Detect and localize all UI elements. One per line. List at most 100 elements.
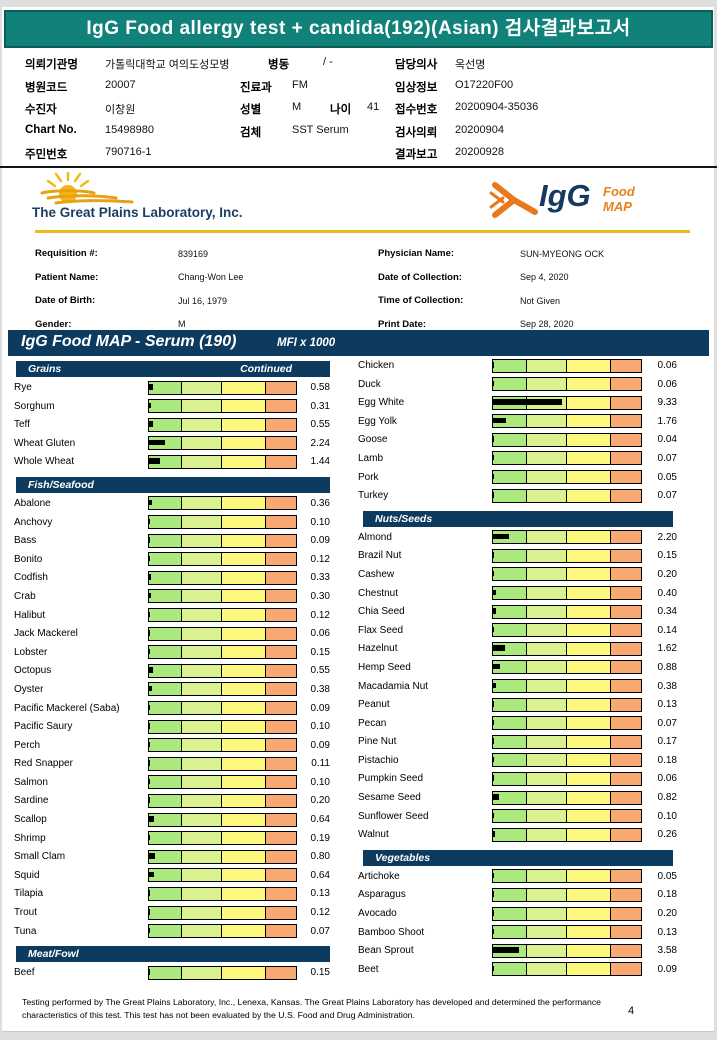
reference-zone [525,359,566,372]
value-bar [493,831,495,837]
reference-zone [149,887,182,900]
reference-zone [525,828,566,841]
reference-zone [525,642,566,655]
reference-zone [221,381,266,394]
reference-zone [181,702,222,714]
reference-zone [565,698,611,711]
value-bar [493,533,510,540]
reference-zone [610,963,641,976]
reference-zone [493,433,526,446]
reference-zone [493,772,526,785]
food-row: Brazil Nut 0.15 [358,547,677,566]
reference-zone [565,587,611,600]
reference-bar [492,641,642,656]
reference-zone [265,627,296,640]
reference-zone [181,832,222,845]
reference-zone [565,378,611,391]
reference-zone [493,754,526,767]
food-value: 0.09 [310,739,330,751]
reference-zone [149,590,182,603]
value-bar [493,626,495,633]
food-row: Cashew 0.20 [358,566,677,585]
chart-column-right: Chicken 0.06 Duck 0.06 Egg White 9.33 Egg Yolk… [358,357,677,979]
reference-zone [525,754,566,767]
reference-bar [148,589,297,604]
value-bar [493,417,507,424]
reference-zone [265,869,296,882]
reference-zone [493,907,526,920]
logo-igg-text: IgG [539,178,591,213]
reference-zone [525,698,566,711]
reference-zone [565,531,611,544]
section-continued-label: Continued [240,363,292,375]
food-name: Hemp Seed [358,661,411,673]
field-label: Print Date: [378,318,427,330]
chart-column-left: Grains Continued Rye 0.58 Sorghum 0.31 Teff 0.5… [12,361,330,983]
reference-zone [149,381,182,394]
food-name: Chicken [358,360,395,371]
reference-zone [610,828,641,841]
value-bar [149,760,150,766]
reference-zone [181,534,222,547]
patient-info-row: 의뢰기관명 가톨릭대학교 여의도성모병 병동 / - 담당의사 옥선명 [0,54,717,77]
food-row: Halibut 0.12 [12,607,330,626]
field-value: SST Serum [292,123,349,136]
field-label: Patient Name: [35,271,99,283]
reference-zone [149,813,182,826]
value-bar [493,552,495,558]
patient-info-row: 수진자 이창원 성별 M 나이 41 접수번호 20200904-35036 [0,99,717,122]
reference-zone [610,568,641,581]
section-title: Vegetables [375,851,431,864]
section-header: Nuts/Seeds [363,510,673,527]
reference-bar [148,886,297,901]
disclaimer-text: Testing performed by The Great Plains La… [22,997,602,1020]
reference-zone [221,455,266,468]
reference-bar [148,496,297,511]
reference-zone [610,531,641,544]
food-value: 0.80 [310,851,330,863]
reference-zone [221,832,266,845]
reference-bar [492,623,642,638]
field-label: 나이 [330,104,352,116]
reference-zone [493,605,526,618]
food-name: Bamboo Shoot [358,926,425,938]
food-value: 0.12 [310,553,330,565]
food-row: Egg White 9.33 [358,394,677,413]
requisition-row: Time of Collection: Not Given [343,293,717,317]
value-bar [493,738,495,744]
value-bar [493,794,500,800]
reference-zone [525,944,566,957]
food-row: Perch 0.09 [12,737,330,756]
food-name: Chestnut [358,587,399,599]
food-value: 0.09 [657,963,677,975]
reference-zone [610,378,641,391]
food-name: Sunflower Seed [358,810,429,822]
food-row: Egg Yolk 1.76 [358,413,677,432]
food-name: Sesame Seed [358,792,421,804]
food-row: Chestnut 0.40 [358,585,677,604]
food-value: 1.44 [310,456,330,468]
value-bar [149,667,154,673]
reference-zone [265,683,296,696]
value-bar [149,648,151,655]
field-value: 20200904-35036 [455,101,539,113]
reference-zone [221,590,266,603]
food-value: 0.58 [310,382,330,393]
food-value: 0.07 [310,925,330,937]
food-name: Peanut [358,699,390,711]
value-bar [493,719,494,726]
reference-bar [148,701,297,715]
food-value: 0.30 [310,590,330,602]
field-label: Requisition #: [35,248,98,259]
reference-zone [149,925,182,938]
reference-bar [148,682,297,697]
reference-bar [492,716,642,731]
reference-zone [149,757,182,770]
food-name: Pacific Saury [14,721,73,733]
food-row: Anchovy 0.10 [12,514,330,533]
reference-zone [493,717,526,730]
requisition-row: Gender: M [0,317,400,341]
food-row: Trout 0.12 [12,904,330,923]
food-value: 0.07 [657,452,677,464]
value-bar [149,797,151,803]
